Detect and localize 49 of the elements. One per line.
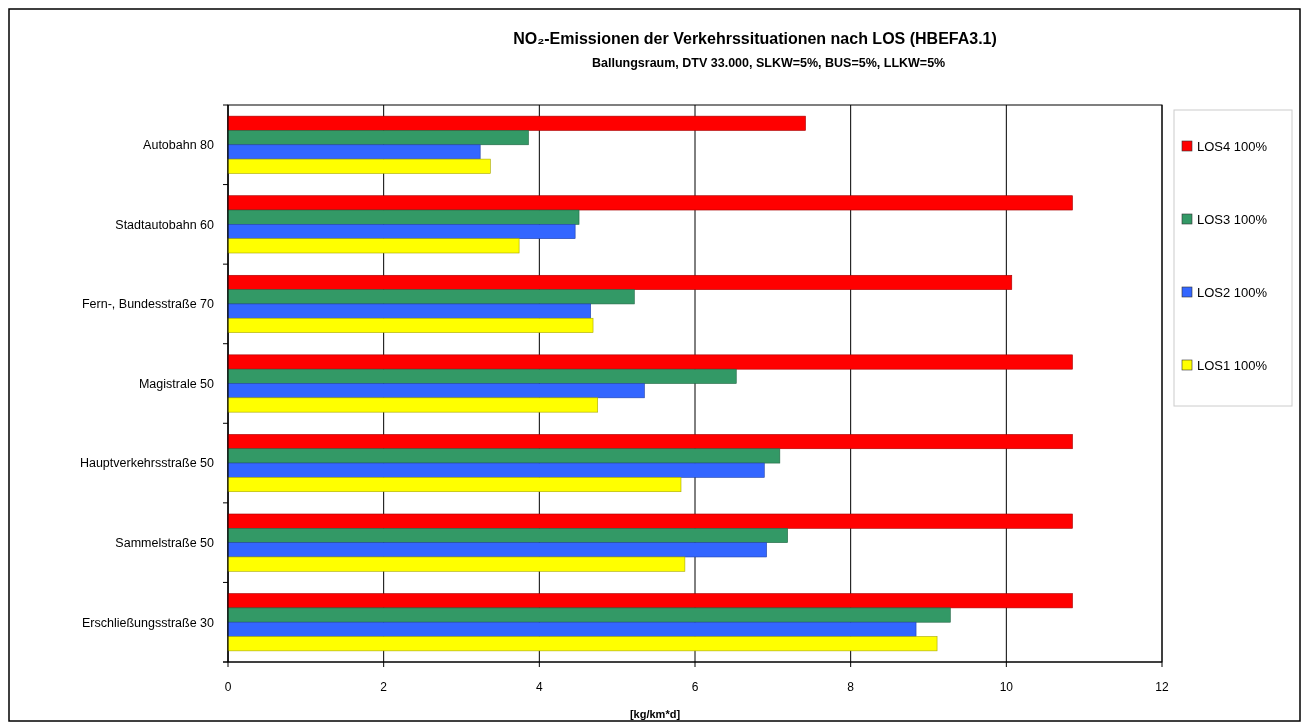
y-tick-label: Hauptverkehrsstraße 50 <box>79 456 215 471</box>
bar <box>227 556 686 572</box>
legend-label: LOS3 100% <box>1197 211 1268 227</box>
bar <box>227 513 1073 529</box>
bar <box>227 158 491 174</box>
x-tick-label: 2 <box>380 680 388 694</box>
bar <box>227 144 481 160</box>
x-tick-label: 6 <box>691 680 699 694</box>
bar <box>227 621 917 637</box>
bar <box>227 195 1073 211</box>
x-tick-label: 0 <box>224 680 232 694</box>
bar <box>227 542 767 558</box>
bar <box>227 224 576 239</box>
x-tick-label: 8 <box>847 680 855 694</box>
legend-label: LOS1 100% <box>1197 357 1268 373</box>
chart-subtitle: Ballungsraum, DTV 33.000, SLKW=5%, BUS=5%, LLKW=5% <box>592 56 946 70</box>
bar <box>227 462 765 478</box>
bar <box>227 368 737 384</box>
y-tick-label: Stadtautobahn 60 <box>115 217 215 232</box>
y-tick-label: Sammelstraße 50 <box>115 536 215 551</box>
bar <box>227 115 806 131</box>
bar <box>227 303 591 319</box>
bar <box>227 383 645 399</box>
bar <box>227 354 1073 370</box>
bar <box>227 397 599 413</box>
bar <box>227 477 682 493</box>
y-tick-label: Erschließungsstraße 30 <box>81 615 215 630</box>
bar <box>227 130 529 146</box>
x-tick-label: 4 <box>535 680 543 694</box>
bar <box>227 434 1073 450</box>
y-tick-label: Magistrale 50 <box>138 376 215 391</box>
chart-title: NO₂-Emissionen der Verkehrssituationen nach LOS (HBEFA3.1) <box>513 30 997 47</box>
y-tick-label: Autobahn 80 <box>143 138 215 153</box>
x-tick-label: 10 <box>999 680 1014 694</box>
bar <box>227 607 951 623</box>
legend-label: LOS4 100% <box>1197 138 1268 154</box>
bar <box>227 448 781 464</box>
x-axis-title: [kg/km*d] <box>629 708 681 720</box>
bar <box>227 209 580 225</box>
bar <box>227 289 635 305</box>
x-tick-label: 12 <box>1155 680 1169 694</box>
bar <box>227 528 788 543</box>
bar <box>227 593 1073 609</box>
y-tick-label: Fern-, Bundesstraße 70 <box>81 297 215 312</box>
bar <box>227 238 520 254</box>
legend-label: LOS2 100% <box>1197 284 1268 300</box>
bar <box>227 636 938 652</box>
bar <box>227 317 594 333</box>
bar <box>227 274 1013 290</box>
